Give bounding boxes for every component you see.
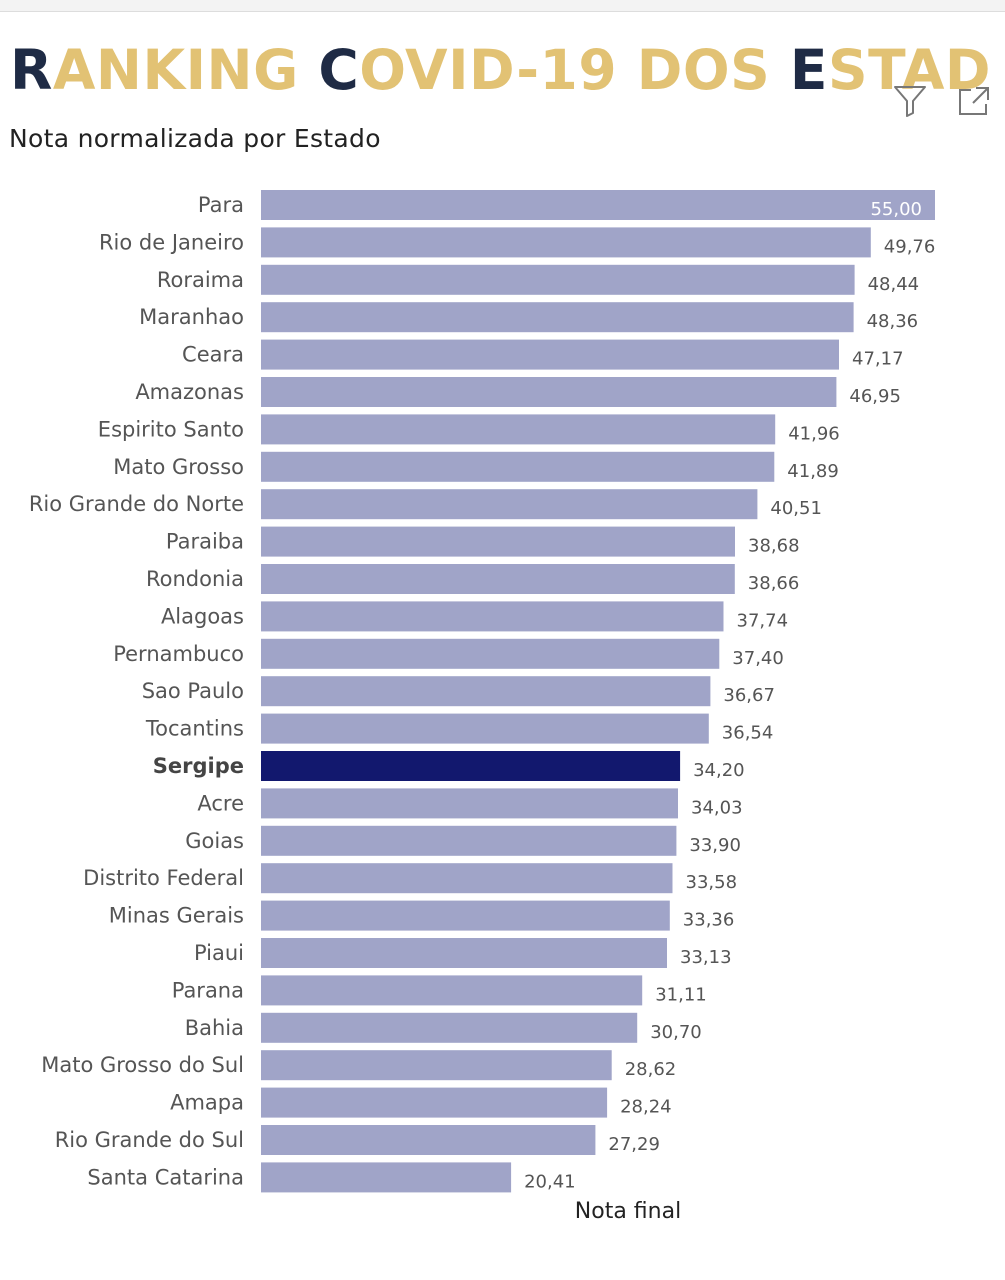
focus-mode-icon[interactable] bbox=[956, 84, 992, 118]
banner-title: RANKING COVID-19 DOS ESTADOS bbox=[10, 36, 992, 104]
banner-segment: STADOS bbox=[828, 38, 992, 102]
category-label: Paraiba bbox=[166, 530, 244, 554]
bar-sergipe[interactable] bbox=[261, 751, 681, 781]
category-label: Pernambuco bbox=[113, 642, 244, 666]
category-label: Espirito Santo bbox=[98, 417, 244, 441]
value-label: 36,67 bbox=[723, 685, 775, 706]
value-label: 33,90 bbox=[689, 835, 741, 856]
value-label: 37,40 bbox=[732, 648, 784, 669]
value-label: 34,03 bbox=[691, 797, 743, 818]
category-label: Mato Grosso bbox=[113, 455, 244, 479]
bar-amapa[interactable] bbox=[261, 1087, 608, 1118]
value-label: 47,17 bbox=[852, 349, 904, 370]
category-label: Amapa bbox=[170, 1091, 244, 1115]
value-label: 33,13 bbox=[680, 947, 732, 968]
bar-sao-paulo[interactable] bbox=[261, 676, 711, 707]
value-label: 28,62 bbox=[625, 1059, 677, 1080]
banner-segment: E bbox=[789, 38, 828, 102]
category-label: Bahia bbox=[185, 1016, 244, 1040]
bar-espirito-santo[interactable] bbox=[261, 414, 776, 445]
category-label: Maranhao bbox=[139, 305, 244, 329]
bar-rio-grande-do-norte[interactable] bbox=[261, 489, 758, 520]
bar-rio-de-janeiro[interactable] bbox=[261, 227, 871, 258]
bar-mato-grosso-do-sul[interactable] bbox=[261, 1050, 612, 1081]
category-label: Sergipe bbox=[153, 754, 244, 778]
category-label: Piaui bbox=[194, 941, 244, 965]
value-label: 48,44 bbox=[868, 274, 920, 295]
value-label: 33,36 bbox=[683, 910, 735, 931]
category-label: Rio Grande do Norte bbox=[29, 492, 244, 516]
bar-minas-gerais[interactable] bbox=[261, 900, 670, 931]
value-label: 36,54 bbox=[722, 723, 774, 744]
bar-rio-grande-do-sul[interactable] bbox=[261, 1125, 596, 1155]
value-label: 37,74 bbox=[737, 610, 789, 631]
value-label: 46,95 bbox=[849, 386, 901, 407]
bar-alagoas[interactable] bbox=[261, 601, 724, 632]
banner-segment: OVID-19 DOS bbox=[359, 38, 790, 102]
bar-paraiba[interactable] bbox=[261, 526, 735, 557]
value-label: 20,41 bbox=[524, 1171, 576, 1192]
category-label: Rio de Janeiro bbox=[99, 230, 244, 254]
banner-title-text: RANKING COVID-19 DOS ESTADOS bbox=[10, 38, 992, 102]
value-label: 48,36 bbox=[867, 311, 919, 332]
bar-pernambuco[interactable] bbox=[261, 638, 720, 669]
bar-roraima[interactable] bbox=[261, 264, 855, 295]
category-label: Para bbox=[198, 193, 244, 217]
bar-goias[interactable] bbox=[261, 825, 677, 856]
bar-amazonas[interactable] bbox=[261, 377, 837, 407]
bar-acre[interactable] bbox=[261, 788, 678, 819]
category-label: Roraima bbox=[157, 268, 244, 292]
bar-maranhao[interactable] bbox=[261, 302, 854, 333]
value-label: 30,70 bbox=[650, 1022, 702, 1043]
category-label: Tocantins bbox=[145, 717, 244, 741]
bar-para[interactable] bbox=[261, 190, 935, 220]
category-label: Rondonia bbox=[146, 567, 244, 591]
banner-segment: C bbox=[318, 38, 360, 102]
value-label: 28,24 bbox=[620, 1097, 672, 1118]
value-label: 38,68 bbox=[748, 536, 800, 557]
category-label: Sao Paulo bbox=[142, 679, 244, 703]
category-label: Goias bbox=[185, 829, 244, 853]
value-label: 41,89 bbox=[787, 461, 839, 482]
category-label: Amazonas bbox=[135, 380, 244, 404]
value-label: 55,00 bbox=[870, 199, 922, 220]
category-label: Mato Grosso do Sul bbox=[41, 1053, 244, 1077]
value-label: 41,96 bbox=[788, 423, 840, 444]
category-label: Acre bbox=[197, 791, 244, 815]
visual-toolbar bbox=[892, 84, 996, 118]
value-label: 31,11 bbox=[655, 984, 707, 1005]
bar-rondonia[interactable] bbox=[261, 564, 735, 594]
bar-mato-grosso[interactable] bbox=[261, 451, 775, 482]
value-label: 40,51 bbox=[770, 498, 822, 519]
category-label: Alagoas bbox=[161, 604, 244, 628]
banner-segment: R bbox=[10, 38, 53, 102]
bar-distrito-federal[interactable] bbox=[261, 863, 673, 894]
banner-segment: ANKING bbox=[52, 38, 319, 102]
value-label: 27,29 bbox=[608, 1134, 660, 1155]
value-label: 49,76 bbox=[884, 236, 936, 257]
chart-title: Nota normalizada por Estado bbox=[9, 124, 381, 153]
category-label: Minas Gerais bbox=[109, 904, 244, 928]
filter-icon[interactable] bbox=[892, 84, 928, 118]
value-label: 34,20 bbox=[693, 760, 745, 781]
category-label: Santa Catarina bbox=[87, 1165, 244, 1189]
bar-tocantins[interactable] bbox=[261, 713, 709, 744]
bar-parana[interactable] bbox=[261, 975, 643, 1006]
category-label: Distrito Federal bbox=[83, 866, 244, 890]
bar-ceara[interactable] bbox=[261, 339, 839, 370]
value-label: 33,58 bbox=[686, 872, 738, 893]
bar-piaui[interactable] bbox=[261, 938, 667, 968]
window-top-strip bbox=[0, 0, 1005, 12]
value-label: 38,66 bbox=[748, 573, 800, 594]
category-label: Rio Grande do Sul bbox=[55, 1128, 244, 1152]
category-label: Parana bbox=[172, 978, 244, 1002]
x-axis-title: Nota final bbox=[575, 1199, 681, 1224]
bar-santa-catarina[interactable] bbox=[261, 1162, 512, 1193]
category-label: Ceara bbox=[182, 343, 244, 367]
bar-bahia[interactable] bbox=[261, 1012, 638, 1043]
